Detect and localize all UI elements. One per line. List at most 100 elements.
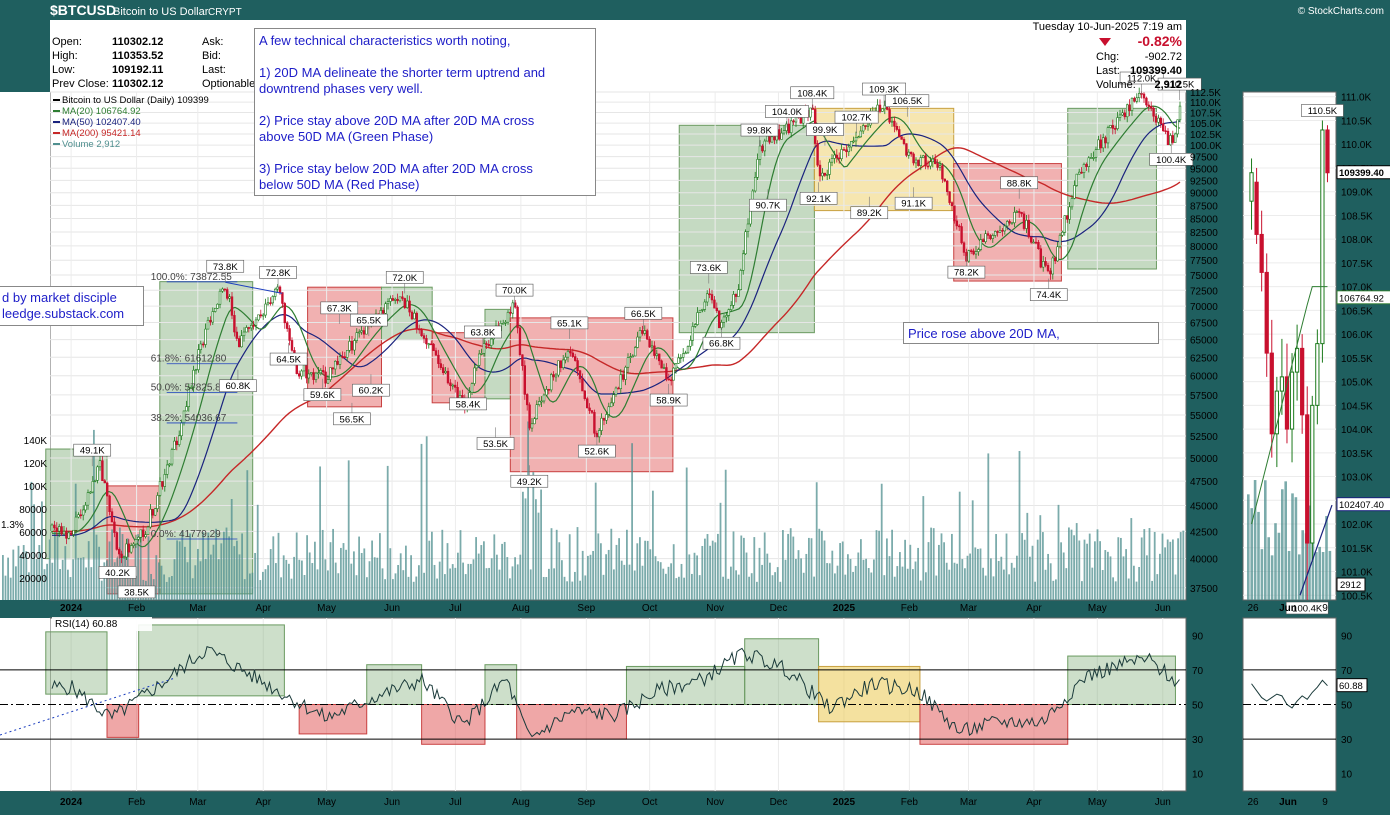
candle-body [842,149,846,151]
volume-bar [639,537,641,600]
candle-body [264,303,267,316]
peak-label-box [1000,176,1038,190]
price-tick-label: 45000 [1190,502,1218,513]
zoom-rsi-line [1251,679,1328,709]
candle-body [864,125,867,127]
candle-body [624,366,627,380]
candle-body [1001,230,1004,232]
candle-body [190,387,193,389]
candle-body [199,343,202,350]
zoom-rsi-tick-label: 30 [1341,735,1353,746]
candle-body [444,370,447,374]
volume-bar [428,540,431,600]
zoom-price-tick-label: 100.5K [1341,591,1373,602]
volume-bar [633,570,636,600]
zoom-volume-bar [1304,533,1308,600]
candle-body [1128,104,1131,111]
volume-bar [306,535,308,600]
candle-body [629,356,632,358]
candle-body [725,315,728,318]
rsi-line [51,645,1180,738]
volume-bar [680,563,683,600]
candle-body [209,319,212,323]
volume-bar [381,568,384,600]
candle-body [600,417,603,431]
candle-body [238,338,241,348]
candle-body [1046,265,1050,272]
zoom-rsi-tick-label: 90 [1341,631,1353,642]
volume-bar [737,574,740,600]
volume-bar [938,544,940,600]
candle-body [1015,211,1019,213]
peak-label-box [702,336,741,350]
candle-body [1027,220,1031,238]
price-tick-label: 50000 [1190,454,1218,465]
zoom-volume-bar [1277,532,1281,600]
volume-bar [615,544,618,600]
volume-bar [386,465,389,600]
volume-bar [979,548,982,600]
volume-bar [1172,539,1174,600]
volume-bar [43,569,46,600]
quote-label: Open: [52,36,82,48]
candle-body [197,349,200,370]
volume-bar [1088,533,1091,600]
volume-bar [449,568,451,600]
peak-label: 102.7K [842,113,873,124]
candle-body [393,298,397,301]
zoom-volume-bar [1247,494,1250,600]
candle-body [945,180,949,192]
rsi-time-tick-label: 2024 [60,797,83,808]
volume-bar [899,552,901,600]
candle-body [1164,130,1167,133]
volume-bar [345,549,347,600]
peak-label-box [649,393,688,407]
candle-body [583,390,587,399]
main-note-line: 2) Price stay above 20D MA after 20D MA … [259,113,535,128]
volume-bar [540,489,542,600]
candle-body [523,365,527,395]
candle-body [590,410,594,413]
zoom-candle-body [1279,376,1285,392]
volume-bar [168,577,171,600]
volume-bar [228,536,230,600]
time-tick-label: Sep [577,603,595,614]
volume-bar [321,529,324,600]
candle-body [233,315,236,333]
change-pct: -0.82% [1138,33,1183,49]
candle-body [789,120,793,134]
volume-bar [597,533,600,600]
price-tick-label: 90000 [1190,189,1218,200]
volume-bar [667,566,670,600]
peak-label: 73.6K [696,263,721,274]
volume-bar [613,569,615,600]
volume-bar [966,555,969,600]
volume-bar [1094,541,1096,600]
volume-bar [1034,581,1036,600]
volume-bar [844,574,847,600]
peak-label: 90.7K [756,201,781,212]
zoom-right-label-box [1336,165,1390,180]
header-box [50,20,1186,92]
candle-body [362,330,366,335]
candle-body [650,345,654,348]
candle-body [312,372,315,380]
price-tick-label: 110.0K [1190,98,1221,109]
time-tick-label: Apr [1026,603,1042,614]
candle-body [98,460,102,468]
volume-bar [865,558,867,600]
price-tick-label: 100.0K [1190,141,1222,152]
candle-body [250,325,253,329]
volume-bar [750,573,753,600]
peak-label-box [749,198,787,212]
volume-bar [480,545,483,600]
volume-bar [610,528,613,600]
candle-body [653,345,656,356]
candle-body [473,367,476,384]
time-tick-label: Jul [449,603,462,614]
volume-bar [584,575,587,600]
volume-bar [732,531,735,600]
volume-bar [7,557,9,600]
volume-bar [961,559,964,600]
candle-body [689,339,692,347]
